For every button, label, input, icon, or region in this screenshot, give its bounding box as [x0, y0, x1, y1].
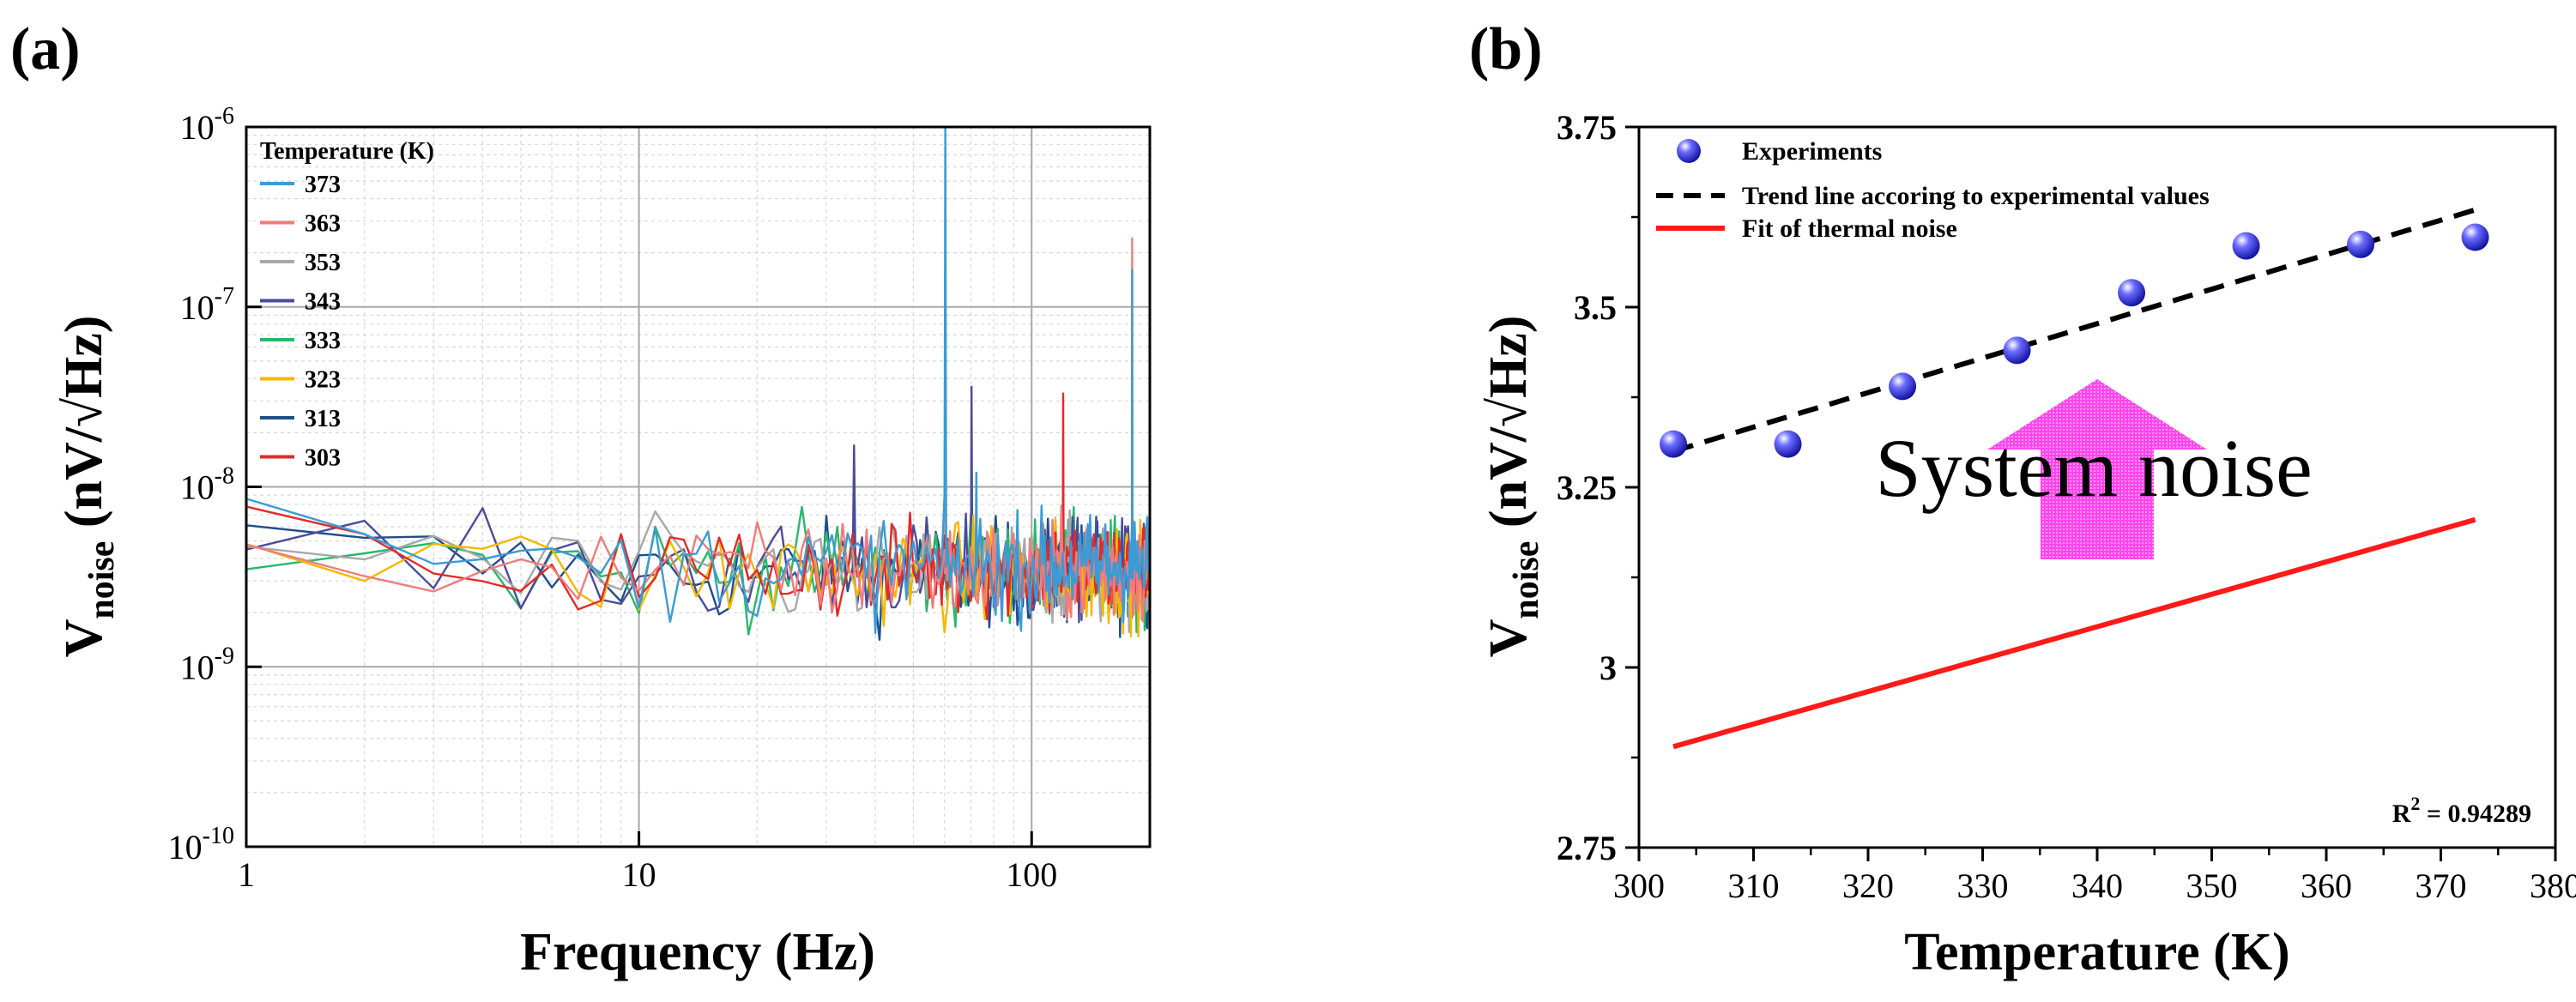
legend-label-thermal-fit: Fit of thermal noise — [1742, 214, 1957, 243]
x-tick-label: 350 — [2186, 866, 2238, 905]
x-tick-label: 360 — [2301, 866, 2352, 905]
x-tick-label: 380 — [2530, 866, 2576, 905]
x-tick-label: 300 — [1613, 866, 1665, 905]
x-tick-label: 330 — [1957, 866, 2009, 905]
system-noise-text: System noise — [1875, 422, 2312, 514]
panel-b-legend: Experiments Trend line accoring to exper… — [1656, 137, 2210, 243]
experiment-point — [2461, 223, 2489, 251]
x-tick-label: 320 — [1842, 866, 1894, 905]
panel-b-x-axis-title: Temperature (K) — [1904, 923, 2289, 981]
panel-b: (b) System noise 300 310 320 330 340 350 360 37… — [1469, 16, 2576, 981]
y-label-v: V — [55, 619, 113, 657]
legend-label-323: 323 — [305, 367, 341, 394]
y-tick-label: 3 — [1599, 649, 1617, 687]
legend-label-343: 343 — [305, 289, 341, 316]
y-tick-label: 10-7 — [180, 283, 234, 327]
y-tick-label: 10-9 — [180, 643, 234, 686]
r-squared-annotation: R2 = 0.94289 — [2392, 793, 2531, 828]
y-tick-label: 3.25 — [1557, 468, 1617, 507]
experiment-point — [1774, 430, 1802, 458]
y-tick-label: 3.5 — [1574, 288, 1617, 327]
thermal-fit-line — [1672, 516, 2476, 750]
experiment-point — [1660, 430, 1688, 458]
legend-label-363: 363 — [305, 211, 341, 238]
y-label-v: V — [1479, 619, 1538, 657]
panel-b-lines — [1672, 207, 2476, 750]
y-tick-label: 10-8 — [180, 463, 234, 507]
legend-label-experiments: Experiments — [1742, 137, 1882, 166]
x-tick-label: 310 — [1728, 866, 1780, 905]
experiment-point — [2347, 230, 2375, 258]
experiment-point — [2118, 279, 2146, 307]
legend-label-trend: Trend line accoring to experimental valu… — [1742, 182, 2210, 210]
legend-label-313: 313 — [305, 406, 341, 432]
y-label-unit: (nV/√Hz) — [1479, 316, 1538, 541]
panel-b-label: (b) — [1469, 16, 1543, 82]
y-tick-label: 10-6 — [180, 103, 234, 147]
experiment-point — [1889, 372, 1917, 401]
y-tick-label: 2.75 — [1557, 829, 1617, 867]
panel-a: (a) 1 10 100 10-10 10-9 10-8 10-7 10-6 Temperat… — [10, 16, 1152, 981]
x-tick-label: 370 — [2416, 866, 2467, 905]
x-tick-label: 10 — [622, 855, 656, 894]
trend-line — [1672, 207, 2476, 454]
panel-b-y-axis-title: Vnoise (nV/√Hz) — [1479, 316, 1546, 658]
panel-a-y-axis-title: Vnoise (nV/√Hz) — [55, 316, 122, 658]
series-373-line — [245, 125, 1152, 635]
panel-a-label: (a) — [10, 16, 81, 82]
panel-a-grid — [245, 126, 1151, 848]
legend-label-303: 303 — [305, 445, 341, 472]
legend-label-333: 333 — [305, 328, 341, 354]
x-tick-label: 340 — [2071, 866, 2123, 905]
system-noise-arrow-shape — [1987, 379, 2207, 559]
experiment-point — [2003, 336, 2031, 365]
panel-b-ticks: 300 310 320 330 340 350 360 370 380 2.75 3 3.25 3.5 3… — [1557, 108, 2576, 905]
x-tick-label: 100 — [1006, 855, 1057, 894]
panel-b-points — [1660, 223, 2489, 458]
y-label-unit: (nV/√Hz) — [55, 316, 113, 541]
legend-label-373: 373 — [305, 172, 341, 198]
panel-a-x-axis-title: Frequency (Hz) — [520, 923, 875, 981]
legend-marker-experiments — [1677, 139, 1701, 163]
panel-a-ticks: 1 10 100 10-10 10-9 10-8 10-7 10-6 — [168, 103, 1058, 894]
y-tick-label: 10-10 — [168, 823, 234, 866]
system-noise-arrow — [1987, 379, 2207, 559]
experiment-point — [2232, 232, 2260, 260]
panel-a-series-group — [245, 125, 1152, 641]
panel-a-legend: Temperature (K) 373 363 353 343 333 323 313 303 — [260, 138, 434, 472]
y-label-sub: noise — [82, 541, 122, 619]
legend-title: Temperature (K) — [260, 138, 434, 165]
y-label-sub: noise — [1507, 541, 1546, 619]
y-tick-label: 3.75 — [1557, 108, 1617, 147]
x-tick-label: 1 — [238, 855, 255, 894]
legend-label-353: 353 — [305, 250, 341, 276]
